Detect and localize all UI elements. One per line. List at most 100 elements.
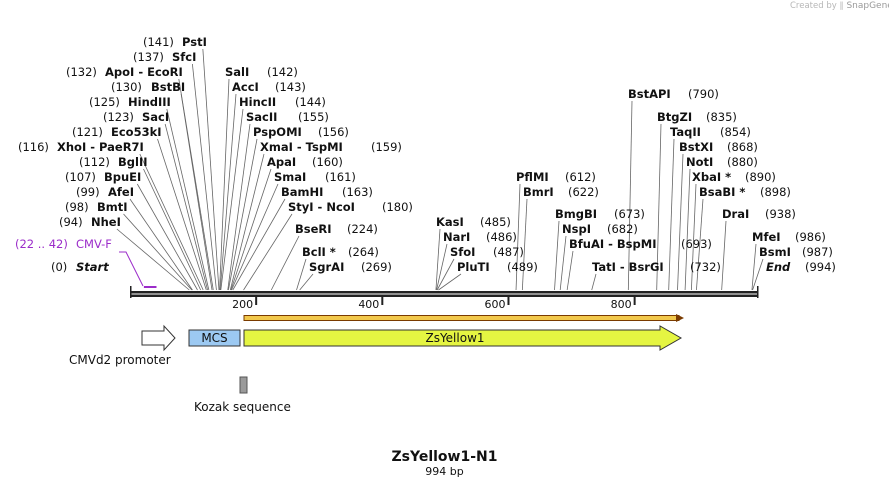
site-label[interactable]: (99) AfeI (76, 185, 134, 199)
site-label[interactable]: TaqII (854) (670, 125, 751, 139)
feature-kozak-sequence[interactable]: Kozak sequence (194, 376, 291, 414)
snapgene-credit: Created by ∥ SnapGene (790, 1, 889, 11)
site-position: (854) (720, 125, 751, 139)
site-label[interactable]: (98) BmtI (65, 200, 128, 214)
site-name: BsaBI * (699, 185, 745, 199)
site-label[interactable]: (123) SacI (103, 110, 169, 124)
site-connector-line (136, 183, 198, 291)
site-connector-line (270, 235, 300, 291)
site-label[interactable]: BclI * (264) (302, 245, 379, 259)
site-label[interactable]: AccI (143) (232, 80, 306, 94)
site-label[interactable]: BtgZI (835) (657, 110, 737, 124)
primer-label-cmv-f[interactable]: (22 .. 42) CMV-F (15, 237, 112, 251)
feature-cmvd2-promoter[interactable]: CMVd2 promoter (69, 324, 176, 367)
site-label[interactable]: MfeI (986) (752, 230, 826, 244)
site-label[interactable]: SfoI (487) (450, 245, 524, 259)
site-label[interactable]: TatI - BsrGI (732) (592, 260, 721, 274)
feature-mcs[interactable]: MCS (188, 329, 241, 347)
site-label[interactable]: BseRI (224) (295, 222, 378, 236)
site-position: (142) (267, 65, 298, 79)
site-position: (99) (76, 185, 100, 199)
site-label[interactable]: (112) BglII (79, 155, 148, 169)
site-label[interactable]: XbaI * (890) (692, 170, 776, 184)
site-label[interactable]: (141) PstI (143, 35, 207, 49)
site-label[interactable]: BstAPI (790) (628, 87, 719, 101)
site-name: XbaI * (692, 170, 731, 184)
site-label[interactable]: (125) HindIII (89, 95, 171, 109)
site-position: (143) (275, 80, 306, 94)
site-label[interactable]: NspI (682) (562, 222, 638, 236)
site-position: (161) (325, 170, 356, 184)
primer-connector-line (119, 251, 144, 287)
site-name: BstXI (679, 140, 713, 154)
credit-prefix: Created by (790, 1, 837, 11)
site-label[interactable]: NarI (486) (443, 230, 517, 244)
site-label[interactable]: PflMI (612) (516, 170, 596, 184)
site-label[interactable]: HincII (144) (239, 95, 326, 109)
site-label[interactable]: (132) ApoI - EcoRI (66, 65, 183, 79)
site-connector-line (627, 100, 633, 291)
orf-translation-line[interactable] (243, 314, 684, 322)
site-label[interactable]: (107) BpuEI (65, 170, 141, 184)
site-label[interactable]: SgrAI (269) (309, 260, 392, 274)
site-label[interactable]: (130) BstBI (111, 80, 185, 94)
site-name: BglII (118, 155, 148, 169)
site-label[interactable]: ApaI (160) (267, 155, 343, 169)
sequence-start-cap (130, 286, 132, 298)
site-label[interactable]: BfuAI - BspMI (693) (569, 237, 712, 251)
kozak-box (239, 376, 248, 394)
site-position: (112) (79, 155, 110, 169)
site-label[interactable]: SacII (155) (246, 110, 329, 124)
site-label[interactable]: (94) NheI (59, 215, 121, 229)
site-connector-line (436, 243, 448, 291)
site-label[interactable]: StyI - NcoI (180) (288, 200, 413, 214)
site-label[interactable]: SmaI (161) (274, 170, 356, 184)
site-label[interactable]: (121) Eco53kI (72, 125, 162, 139)
site-name: PspOMI (253, 125, 302, 139)
site-label[interactable]: KasI (485) (436, 215, 511, 229)
site-name: BmgBI (555, 207, 597, 221)
feature-zsyellow1[interactable]: ZsYellow1 (243, 325, 683, 351)
site-name: SacI (142, 110, 169, 124)
dna-backbone[interactable] (130, 286, 759, 298)
site-label[interactable]: BstXI (868) (679, 140, 758, 154)
site-position: (144) (295, 95, 326, 109)
site-position: (132) (66, 65, 97, 79)
site-label-table: (141) PstI (137) SfcI (132) ApoI - EcoRI… (15, 35, 836, 274)
site-connector-line (116, 228, 190, 291)
site-label[interactable]: BsaBI * (898) (699, 185, 791, 199)
site-label[interactable]: BsmI (987) (759, 245, 833, 259)
site-label[interactable]: PluTI (489) (457, 260, 538, 274)
site-label[interactable]: XmaI - TspMI (159) (260, 140, 402, 154)
start-position: (0) (51, 260, 67, 274)
site-label[interactable]: BmrI (622) (523, 185, 599, 199)
site-connector-line (229, 153, 265, 291)
site-name: MfeI (752, 230, 781, 244)
site-label[interactable]: (137) SfcI (133, 50, 196, 64)
site-label[interactable]: DraI (938) (722, 207, 796, 221)
site-label[interactable]: BamHI (163) (281, 185, 373, 199)
site-connector-line (227, 123, 251, 291)
site-connector-line (299, 273, 314, 291)
site-label[interactable]: PspOMI (156) (253, 125, 349, 139)
primer-binding-mark[interactable] (143, 286, 157, 288)
site-label[interactable]: BmgBI (673) (555, 207, 645, 221)
site-connector-line (721, 220, 727, 291)
promoter-arrow-icon (141, 324, 176, 352)
site-position: (269) (361, 260, 392, 274)
kozak-label: Kozak sequence (194, 400, 291, 414)
site-name: TaqII (670, 125, 701, 139)
site-name: BmtI (97, 200, 128, 214)
site-name: HincII (239, 95, 276, 109)
site-position: (137) (133, 50, 164, 64)
site-label[interactable]: NotI (880) (686, 155, 758, 169)
sequence-map[interactable]: (141) PstI (137) SfcI (132) ApoI - EcoRI… (0, 0, 889, 445)
tick-label: 400 (358, 298, 379, 311)
site-connector-line (751, 243, 757, 291)
site-name: BstBI (151, 80, 185, 94)
site-label[interactable]: SalI (142) (225, 65, 298, 79)
site-connector-line (228, 138, 258, 291)
site-label[interactable]: (116) XhoI - PaeR7I (18, 140, 144, 154)
end-label: End (994) (766, 260, 836, 274)
end-position: (994) (805, 260, 836, 274)
